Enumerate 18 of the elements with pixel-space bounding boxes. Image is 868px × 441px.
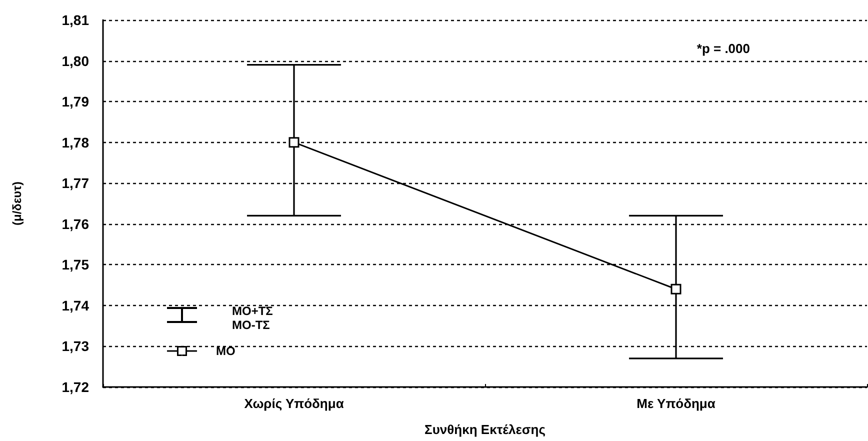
y-tick-label: 1,75 — [62, 256, 90, 273]
y-tick-label: 1,76 — [62, 216, 90, 232]
x-tick-label: Χωρίς Υπόδημα — [244, 396, 344, 411]
y-tick-label: 1,78 — [62, 134, 90, 150]
annotation: *p = .000 — [696, 41, 750, 56]
annotation: ΜΟ-ΤΣ — [232, 318, 270, 332]
y-axis-title: (μ/δευτ) — [10, 182, 24, 226]
y-tick-label: 1,79 — [62, 94, 90, 110]
legend-label: ΜΟ — [216, 344, 236, 358]
y-tick-label: 1,74 — [62, 297, 90, 314]
x-axis-title: Συνθήκη Εκτέλεσης — [424, 422, 546, 437]
y-tick-label: 1,81 — [62, 12, 90, 28]
y-tick-label: 1,72 — [62, 379, 90, 395]
annotation: ΜΟ+ΤΣ — [232, 304, 273, 318]
x-tick-label: Με Υπόδημα — [636, 396, 716, 411]
y-tick-label: 1,73 — [62, 338, 90, 354]
y-tick-label: 1,80 — [62, 52, 90, 69]
y-tick-label: 1,77 — [62, 175, 90, 192]
